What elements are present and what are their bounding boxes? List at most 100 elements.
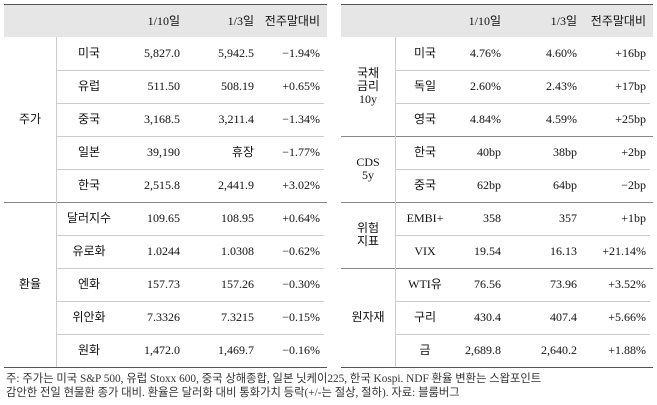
- row-separator: [56, 235, 324, 236]
- group-label: CDS 5y: [341, 136, 395, 202]
- row-name: 금: [419, 343, 431, 357]
- row-separator: [395, 70, 650, 71]
- value: +0.64%: [282, 211, 320, 225]
- footnote-line: 주: 주가는 미국 S&P 500, 유럽 Stoxx 600, 중국 상해종합…: [6, 373, 542, 385]
- value: 2,515.8: [144, 178, 180, 192]
- row-separator: [395, 301, 650, 302]
- value: 430.4: [474, 310, 501, 324]
- value: 16.13: [550, 244, 577, 258]
- value: 157.73: [147, 277, 180, 291]
- row-name: 달러지수: [66, 211, 112, 225]
- row-separator: [56, 70, 324, 71]
- row-name: 중국: [77, 112, 101, 126]
- row-name: 유로화: [72, 244, 106, 258]
- value: 4.60%: [546, 46, 577, 60]
- column-header: 1/10일: [468, 13, 501, 28]
- value: +1.88%: [608, 343, 646, 357]
- value: 73.96: [550, 277, 577, 291]
- row-name: 미국: [413, 46, 437, 60]
- value: −0.62%: [282, 244, 320, 258]
- value: −2bp: [621, 178, 646, 192]
- group-separator: [341, 268, 653, 269]
- row-name: 한국: [77, 178, 101, 192]
- value: 5,942.5: [218, 46, 254, 60]
- value: 4.84%: [470, 112, 501, 126]
- group-label-line: 지표: [356, 234, 380, 248]
- value: −1.77%: [282, 145, 320, 159]
- value: 3,211.4: [218, 112, 254, 126]
- row-name: 구리: [413, 310, 437, 324]
- row-name: 독일: [413, 79, 437, 93]
- row-name: 위안화: [72, 310, 106, 324]
- group-label: 원자재: [341, 268, 395, 367]
- value: 1.0244: [147, 244, 180, 258]
- value: 358: [483, 211, 501, 225]
- value: 1.0308: [221, 244, 254, 258]
- vertical-rule: [56, 37, 57, 202]
- row-name: EMBI+: [406, 211, 444, 225]
- value: 40bp: [477, 145, 501, 159]
- vertical-rule: [395, 268, 396, 367]
- value: +2bp: [621, 145, 646, 159]
- header-bg: [4, 5, 327, 37]
- group-label-line: 금리: [356, 79, 380, 93]
- group-label-line: 5y: [362, 168, 374, 182]
- row-separator: [56, 103, 324, 104]
- value: 2.43%: [546, 79, 577, 93]
- value: 2,441.9: [218, 178, 254, 192]
- row-name: VIX: [414, 244, 436, 258]
- column-header: 전주말대비: [590, 13, 646, 28]
- group-label-line: 위험: [356, 221, 380, 235]
- value: +17bp: [615, 79, 646, 93]
- value: −0.15%: [282, 310, 320, 324]
- value: 1,472.0: [144, 343, 180, 357]
- value: +3.02%: [282, 178, 320, 192]
- value: +25bp: [615, 112, 646, 126]
- value: −1.34%: [282, 112, 320, 126]
- row-separator: [56, 334, 324, 335]
- value: 157.26: [221, 277, 254, 291]
- value: 511.50: [147, 79, 180, 93]
- value: 7.3326: [147, 310, 180, 324]
- footnote-line: 감안한 전일 현물환 종가 대비. 환율은 달러화 대비 통화가치 등락(+/-…: [6, 387, 460, 399]
- value: 19.54: [474, 244, 501, 258]
- value: 108.95: [221, 211, 254, 225]
- row-separator: [56, 169, 324, 170]
- value: 휴장: [231, 145, 254, 159]
- group-separator: [341, 136, 653, 137]
- value: +16bp: [615, 46, 646, 60]
- value: 5,827.0: [144, 46, 180, 60]
- row-separator: [56, 268, 324, 269]
- value: 1,469.7: [218, 343, 254, 357]
- group-label: 위험 지표: [341, 202, 395, 268]
- value: 39,190: [147, 145, 180, 159]
- value: 2,689.8: [465, 343, 501, 357]
- row-name: 엔화: [77, 277, 101, 291]
- value: −1.94%: [282, 46, 320, 60]
- row-separator: [395, 334, 650, 335]
- group-separator: [341, 202, 653, 203]
- group-separator: [4, 202, 327, 203]
- value: +3.52%: [608, 277, 646, 291]
- column-header: 1/3일: [550, 13, 577, 28]
- vertical-rule: [395, 37, 396, 136]
- row-name: 일본: [77, 145, 101, 159]
- value: 508.19: [221, 79, 254, 93]
- row-separator: [56, 301, 324, 302]
- value: 2.60%: [470, 79, 501, 93]
- row-separator: [56, 136, 324, 137]
- right-table: 1/10일 1/3일 전주말대비 국채 금리 10y 미국 4.76% 4.60% +16bp 독일…: [341, 4, 653, 368]
- group-label-line: 환율: [18, 277, 42, 291]
- vertical-rule: [56, 202, 57, 367]
- group-label: 환율: [4, 202, 56, 367]
- group-label: 주가: [4, 37, 56, 202]
- group-label-line: 주가: [18, 112, 42, 126]
- value: +0.65%: [282, 79, 320, 93]
- row-name: WTI유: [408, 277, 442, 291]
- column-header: 1/3일: [227, 13, 254, 28]
- row-name: 중국: [413, 178, 437, 192]
- value: 76.56: [474, 277, 501, 291]
- group-label: 국채 금리 10y: [341, 37, 395, 136]
- footnote: 주: 주가는 미국 S&P 500, 유럽 Stoxx 600, 중국 상해종합…: [6, 372, 541, 400]
